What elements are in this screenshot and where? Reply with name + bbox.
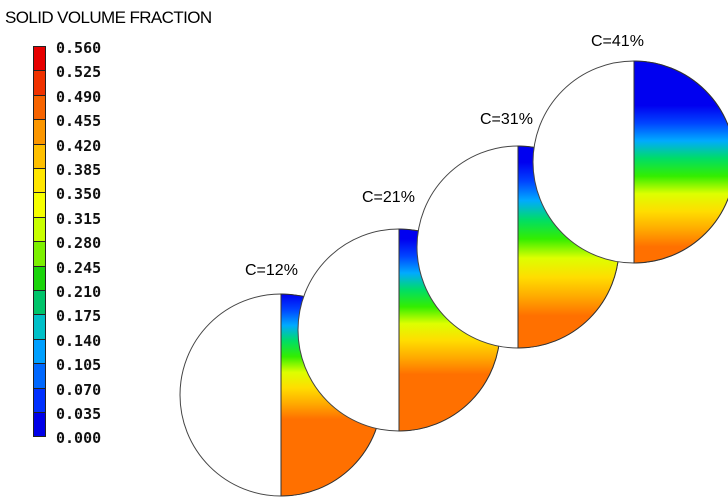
colorbar-tick-label: 0.175 [56, 307, 102, 326]
colorbar-tick-label: 0.560 [56, 39, 102, 57]
concentration-label: C=12% [245, 262, 298, 279]
colorbar-tick-label: 0.490 [56, 87, 102, 106]
color-bar [33, 46, 46, 438]
colorbar-tick-label: 0.210 [56, 283, 102, 301]
legend-title: SOLID VOLUME FRACTION [5, 8, 212, 27]
colorbar-tick-label: 0.315 [56, 209, 102, 228]
cross-section-4: C=41% [532, 33, 728, 264]
colorbar-tick-label: 0.350 [56, 185, 102, 204]
colorbar-tick-label: 0.280 [56, 234, 102, 253]
colorbar-tick-label: 0.035 [56, 405, 102, 423]
colorbar-tick-label: 0.140 [56, 331, 102, 350]
colorbar-tick-label: 0.385 [56, 161, 102, 179]
volume-fraction-contour [633, 60, 728, 264]
concentration-label: C=41% [591, 33, 644, 50]
colorbar-tick-label: 0.420 [56, 136, 102, 155]
colorbar-cell [33, 412, 46, 438]
concentration-label: C=31% [480, 111, 533, 128]
concentration-label: C=21% [362, 189, 415, 206]
colorbar-tick-label: 0.070 [56, 380, 102, 399]
colorbar-tick-label: 0.245 [56, 258, 102, 277]
colorbar-tick-label: 0.105 [56, 356, 102, 375]
colorbar-tick-label: 0.000 [56, 429, 102, 448]
colorbar-tick-label: 0.525 [56, 63, 102, 82]
colorbar-tick-label: 0.455 [56, 112, 102, 131]
